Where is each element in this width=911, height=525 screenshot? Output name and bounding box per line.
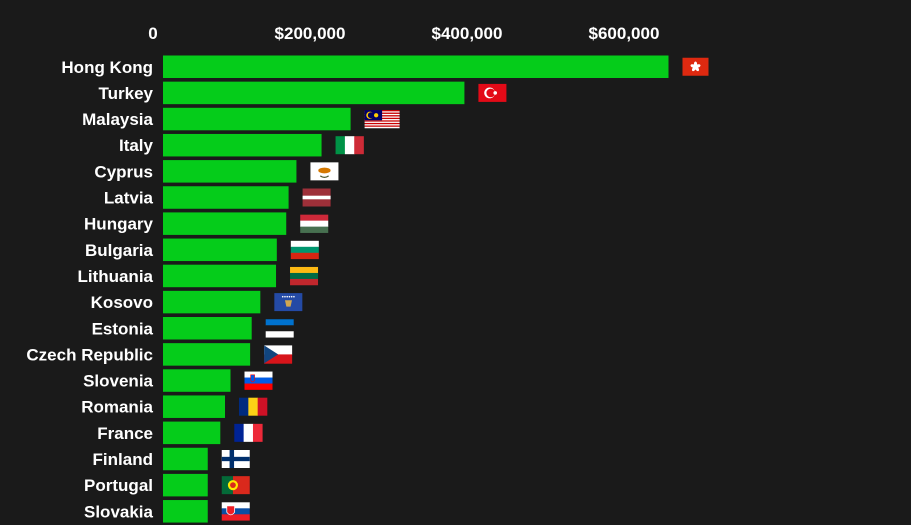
- category-label: Hungary: [84, 215, 154, 234]
- category-label: Portugal: [84, 476, 153, 495]
- bar: [163, 107, 351, 131]
- bar: [163, 317, 252, 340]
- category-label: France: [97, 424, 153, 443]
- x-tick-label: $200,000: [275, 24, 346, 43]
- x-tick-label: $600,000: [589, 24, 660, 43]
- bar: [163, 369, 231, 392]
- flag-estonia-icon: [265, 319, 294, 338]
- bar: [163, 447, 208, 471]
- flag-hong-kong-icon: [682, 57, 709, 76]
- bar: [163, 500, 208, 523]
- category-label: Slovenia: [83, 372, 153, 391]
- category-label: Czech Republic: [26, 345, 153, 364]
- bar: [163, 212, 287, 235]
- flag-latvia-icon: [302, 188, 331, 207]
- flag-finland-icon: [221, 450, 250, 468]
- category-label: Latvia: [104, 189, 154, 208]
- category-label: Cyprus: [94, 162, 153, 181]
- bar: [163, 186, 289, 209]
- category-label: Bulgaria: [85, 241, 154, 260]
- bar: [163, 133, 322, 157]
- flag-cyprus-icon: [310, 162, 339, 181]
- bar: [163, 55, 669, 78]
- flag-czech-republic-icon: [264, 345, 293, 364]
- category-label: Romania: [81, 398, 153, 417]
- category-label: Finland: [93, 450, 153, 469]
- bar: [163, 160, 297, 183]
- bar: [163, 238, 277, 262]
- category-label: Estonia: [92, 319, 154, 338]
- bar: [163, 264, 277, 288]
- category-label: Kosovo: [91, 293, 153, 312]
- flag-romania-icon: [239, 397, 268, 416]
- bar: [163, 290, 261, 314]
- category-label: Slovakia: [84, 502, 154, 521]
- flag-turkey-icon: [478, 83, 507, 102]
- flag-kosovo-icon: [274, 293, 303, 312]
- x-tick-label: 0: [148, 24, 157, 43]
- flag-france-icon: [234, 423, 263, 442]
- bar: [163, 395, 226, 418]
- category-label: Italy: [119, 136, 154, 155]
- flag-slovakia-icon: [221, 502, 250, 521]
- category-label: Hong Kong: [61, 58, 153, 77]
- category-label: Malaysia: [82, 110, 153, 129]
- flag-bulgaria-icon: [290, 240, 319, 260]
- bar: [163, 343, 251, 366]
- bar: [163, 81, 465, 105]
- bar: [163, 473, 208, 497]
- flag-portugal-icon: [221, 476, 250, 495]
- category-label: Turkey: [99, 84, 154, 103]
- flag-lithuania-icon: [290, 266, 319, 286]
- bar: [163, 421, 221, 445]
- category-label: Lithuania: [77, 267, 153, 286]
- x-tick-label: $400,000: [432, 24, 503, 43]
- flag-italy-icon: [335, 136, 364, 155]
- flag-slovenia-icon: [244, 371, 273, 390]
- flag-hungary-icon: [300, 214, 329, 233]
- flag-malaysia-icon: [364, 110, 400, 129]
